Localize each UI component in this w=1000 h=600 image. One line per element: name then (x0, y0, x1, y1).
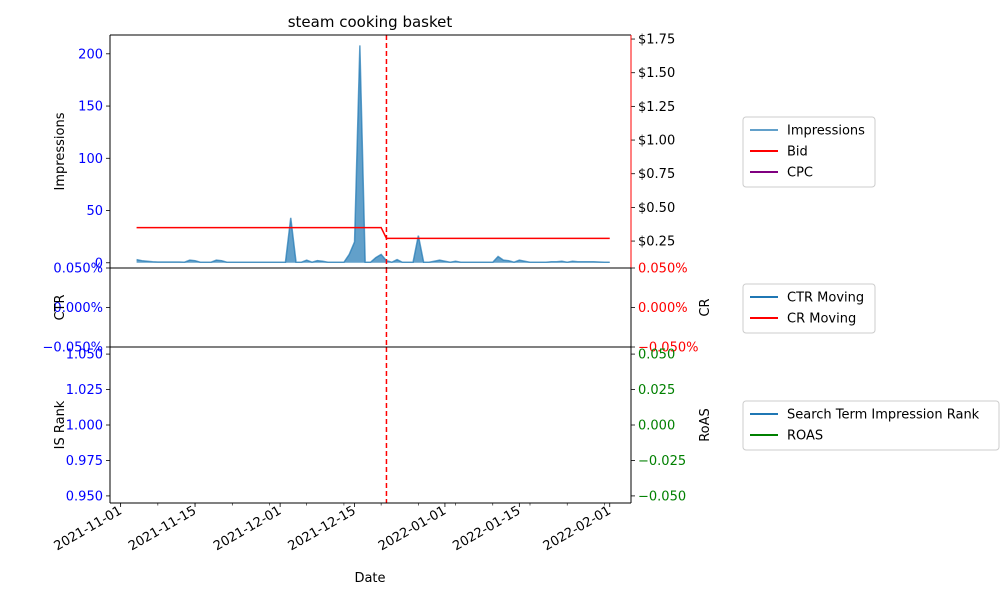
left-tick-label: −0.050% (43, 341, 103, 356)
left-tick-label: 1.000 (66, 419, 103, 434)
bid-line (136, 226, 610, 240)
x-tick-label: 2021-12-15 (286, 503, 359, 554)
right-tick-label: 0.050 (638, 348, 675, 363)
right-tick-label: 0.000 (638, 419, 675, 434)
right-tick-label: $1.25 (638, 100, 675, 115)
left-tick-label: 100 (78, 152, 103, 167)
right-tick-label: $1.00 (638, 134, 675, 149)
left-axis-label: Impressions (53, 112, 68, 190)
x-tick-label: 2021-11-01 (52, 503, 125, 554)
x-axis: 2021-11-01 2021-11-15 2021-12-01 2021-12-15… (52, 503, 614, 554)
x-tick-label: 2022-02-01 (541, 503, 614, 554)
left-tick-label: 0.975 (66, 454, 103, 469)
right-axis-label: RoAS (698, 408, 713, 442)
left-tick-label: 0.050% (53, 262, 103, 277)
x-tick-label: 2021-12-01 (211, 503, 284, 554)
legend-label: CR Moving (787, 312, 856, 327)
impressions-line (136, 45, 610, 264)
impressions-area (136, 45, 610, 263)
x-tick-label: 2022-01-15 (450, 503, 523, 554)
right-tick-label: 0.050% (638, 262, 688, 277)
left-tick-label: 1.050 (66, 348, 103, 363)
legend-label: CTR Moving (787, 291, 864, 306)
left-axis-label: IS Rank (53, 400, 68, 449)
panel-1: 0 50 100 150 200 $0.25 $0.50 $0.75 $1.00 $1.25 $1.… (53, 33, 675, 272)
right-tick-label: $1.50 (638, 66, 675, 81)
panel-3: 0.950 0.975 1.000 1.025 1.050 −0.050 −0.025 0.0… (53, 346, 713, 504)
left-tick-label: 0.950 (66, 489, 103, 504)
right-tick-label: 0.000% (638, 301, 688, 316)
left-tick-label: 200 (78, 47, 103, 62)
right-tick-label: $0.50 (638, 201, 675, 216)
right-tick-label: −0.050% (638, 341, 698, 356)
left-tick-label: 150 (78, 100, 103, 115)
x-tick-label: 2022-01-01 (376, 503, 449, 554)
right-tick-label: −0.025 (638, 454, 686, 469)
right-axis-label: CR (698, 298, 713, 316)
right-tick-label: $0.25 (638, 235, 675, 250)
right-tick-label: 0.025 (638, 383, 675, 398)
legend-box (742, 400, 1000, 451)
left-tick-label: 0.000% (53, 301, 103, 316)
legend-3: Search Term Impression Rank ROAS (742, 400, 1000, 451)
x-tick-label: 2021-11-15 (126, 503, 199, 554)
legend-1: Impressions Bid CPC (742, 116, 876, 188)
left-tick-label: 0 (95, 256, 103, 271)
chart-title: steam cooking basket (288, 13, 453, 31)
legend-label: Impressions (787, 124, 865, 139)
legend-2: CTR Moving CR Moving (742, 283, 876, 334)
legend-label: ROAS (787, 429, 823, 444)
legend-label: CPC (787, 166, 813, 181)
left-tick-label: 1.025 (66, 383, 103, 398)
x-axis-label: Date (354, 571, 385, 586)
legend-label: Search Term Impression Rank (787, 408, 980, 423)
panel-2: −0.050% 0.000% 0.050% −0.050% 0.000% 0.050% CT… (43, 262, 713, 356)
right-tick-label: $0.75 (638, 167, 675, 182)
legend-box (742, 116, 876, 188)
left-axis-label: CTR (53, 294, 68, 320)
right-tick-label: −0.050 (638, 489, 686, 504)
legend-label: Bid (787, 145, 808, 160)
right-tick-label: $1.75 (638, 33, 675, 48)
left-tick-label: 50 (86, 204, 103, 219)
